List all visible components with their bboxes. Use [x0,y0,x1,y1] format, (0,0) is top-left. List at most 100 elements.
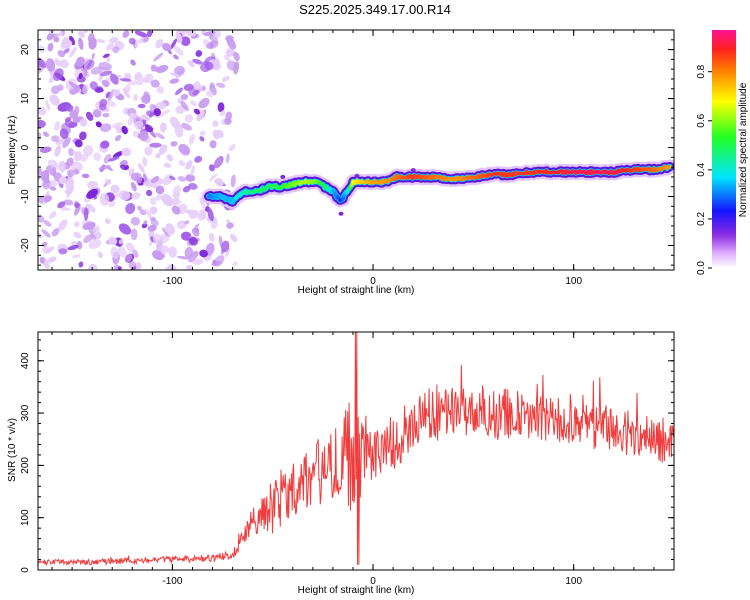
noise-blob [64,116,72,123]
noise-blob [47,42,54,52]
noise-blob [144,124,154,133]
noise-blob [134,120,144,130]
noise-blob [170,38,177,50]
y-tick-label: 100 [20,509,31,526]
snr-y-ticks: 0 100 200 300 400 [20,339,674,573]
snr-chart: -100 0 100 0 100 200 300 400 Height of straigh… [7,331,675,596]
noise-blob [144,208,153,219]
noise-blob [217,102,225,113]
noise-blob [39,146,52,153]
noise-blob [198,97,210,109]
noise-blob [229,143,236,152]
noise-blob [45,100,51,111]
noise-blob [49,179,58,188]
noise-blob [58,219,68,231]
noise-blob [169,175,176,181]
noise-blob [62,137,71,148]
noise-blob [78,72,83,79]
noise-blob [131,192,141,200]
colorbar-label: Normalized spectral amplitude [738,82,749,217]
noise-blob [177,98,181,104]
noise-blob [118,190,131,201]
noise-blob [108,156,120,162]
noise-blob [219,110,226,117]
y-tick-label: 20 [20,44,31,56]
noise-blob [92,108,102,118]
ridge-segment [667,164,672,169]
noise-blob [152,105,157,109]
noise-blob [169,116,181,129]
colorbar-tick-label: 0.8 [696,64,707,78]
noise-blob [49,186,57,191]
noise-blob [96,39,106,43]
noise-blob [184,114,194,123]
noise-blob [188,133,195,145]
noise-blob [83,234,94,244]
noise-blob [81,173,90,179]
noise-blob [91,52,95,60]
noise-blob [83,145,94,157]
spectrogram-background [38,30,674,270]
colorbar-tick-label: 0.2 [696,212,707,226]
noise-blob [169,72,180,78]
noise-blob [110,73,119,85]
noise-blob [118,223,132,235]
y-tick-label: 400 [20,352,31,369]
noise-blob [130,181,137,192]
noise-blob [175,32,183,44]
noise-blob [54,58,61,67]
spectrogram-x-ticks: -100 0 100 [51,30,675,287]
noise-blob [125,202,136,215]
noise-blob [225,247,231,258]
noise-blob [102,112,110,118]
noise-blob [80,153,89,162]
noise-blob [42,131,50,138]
y-tick-label: 10 [20,93,31,105]
noise-blob [170,141,178,147]
noise-blob [88,205,96,213]
noise-blob [54,145,61,157]
noise-blob [95,121,102,128]
noise-blob [73,169,79,175]
noise-blob [46,33,54,41]
noise-blob [117,246,127,258]
noise-blob [72,151,78,155]
snr-frame [37,331,675,571]
noise-blob [69,46,77,58]
noise-blob [201,212,206,220]
noise-blob [213,255,225,267]
noise-blob [182,185,191,193]
noise-blob [187,60,195,68]
noise-blob [161,194,174,207]
noise-blob [165,223,176,235]
noise-blob [49,211,57,219]
x-tick-label: 0 [370,576,376,587]
noise-blob [191,228,200,237]
noise-blob [150,64,156,72]
noise-blob [63,48,70,54]
ridge-speck [354,174,360,178]
noise-blob [73,231,82,239]
noise-blob [108,88,115,102]
snr-series-line [38,332,674,567]
noise-blob [121,147,132,157]
noise-blob [188,250,199,263]
spectrogram-frame [37,29,675,271]
noise-blob [112,46,120,54]
noise-blob [47,256,57,263]
noise-blob [208,232,215,242]
noise-blob [178,143,191,155]
noise-blob [138,37,145,44]
noise-blob [205,242,215,256]
noise-blob [215,177,224,187]
noise-blob [51,228,60,237]
noise-blob [65,104,74,112]
noise-blob [85,111,94,121]
noise-blob [83,207,89,221]
noise-blob [117,266,122,270]
noise-blob [59,160,66,173]
noise-blob [106,56,111,63]
noise-blob [181,122,192,131]
noise-blob [38,107,47,116]
